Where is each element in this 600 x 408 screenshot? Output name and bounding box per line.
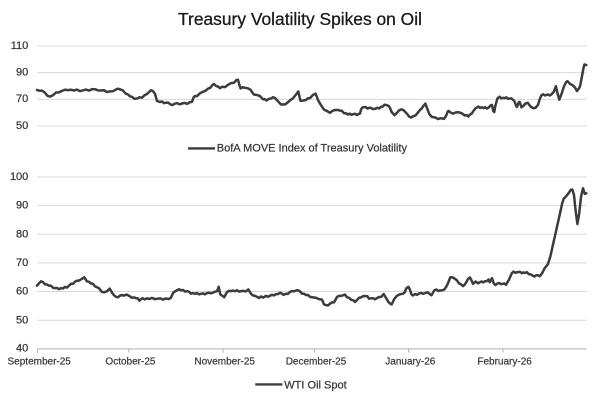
svg-text:40: 40 bbox=[16, 342, 28, 354]
svg-text:60: 60 bbox=[16, 286, 28, 298]
svg-text:BofA MOVE Index of Treasury Vo: BofA MOVE Index of Treasury Volatility bbox=[217, 143, 408, 155]
svg-text:100: 100 bbox=[10, 171, 28, 183]
svg-text:90: 90 bbox=[16, 200, 28, 212]
svg-text:80: 80 bbox=[16, 228, 28, 240]
svg-text:January-26: January-26 bbox=[385, 356, 435, 367]
svg-text:Treasury Volatility Spikes on: Treasury Volatility Spikes on Oil bbox=[178, 9, 422, 29]
svg-text:October-25: October-25 bbox=[105, 356, 155, 367]
svg-text:70: 70 bbox=[16, 93, 28, 105]
svg-text:September-25: September-25 bbox=[8, 356, 72, 367]
svg-text:110: 110 bbox=[11, 40, 29, 52]
svg-text:February-26: February-26 bbox=[477, 356, 532, 367]
svg-text:December-25: December-25 bbox=[286, 356, 347, 367]
svg-text:90: 90 bbox=[16, 67, 28, 79]
svg-text:70: 70 bbox=[16, 257, 28, 269]
svg-text:WTI Oil Spot: WTI Oil Spot bbox=[284, 379, 346, 391]
svg-text:50: 50 bbox=[16, 314, 28, 326]
svg-text:November-25: November-25 bbox=[194, 356, 255, 367]
svg-text:50: 50 bbox=[16, 120, 28, 132]
